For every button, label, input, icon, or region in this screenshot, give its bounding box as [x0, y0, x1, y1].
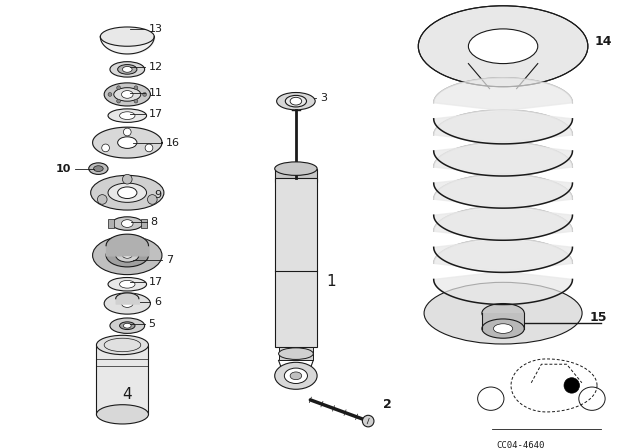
Ellipse shape [290, 97, 301, 105]
Ellipse shape [97, 405, 148, 424]
Polygon shape [434, 206, 572, 272]
Ellipse shape [108, 183, 147, 202]
Ellipse shape [100, 27, 154, 46]
Circle shape [147, 194, 157, 204]
Ellipse shape [124, 323, 131, 328]
Text: 3: 3 [320, 93, 327, 103]
Circle shape [143, 92, 147, 96]
Polygon shape [434, 238, 572, 305]
Circle shape [102, 144, 109, 152]
Text: 5: 5 [148, 319, 156, 329]
Bar [275, 168, 317, 182]
Text: 4: 4 [122, 387, 132, 401]
Circle shape [122, 174, 132, 184]
Polygon shape [434, 142, 572, 208]
Text: 8: 8 [150, 217, 157, 227]
Ellipse shape [118, 65, 137, 74]
Ellipse shape [285, 95, 307, 107]
Ellipse shape [284, 368, 307, 383]
Bar [108, 219, 114, 228]
Bar [275, 178, 317, 347]
Polygon shape [434, 174, 572, 240]
Ellipse shape [278, 348, 313, 359]
Ellipse shape [104, 83, 150, 106]
Circle shape [116, 99, 120, 103]
Ellipse shape [276, 92, 315, 110]
Text: 10: 10 [56, 164, 72, 174]
Ellipse shape [116, 249, 139, 262]
Text: 17: 17 [148, 277, 163, 287]
Circle shape [108, 92, 112, 96]
Ellipse shape [120, 112, 135, 120]
Text: 14: 14 [595, 35, 612, 48]
Text: 16: 16 [166, 138, 180, 147]
Text: 6: 6 [154, 297, 161, 306]
Ellipse shape [110, 318, 145, 333]
Ellipse shape [122, 253, 132, 258]
Ellipse shape [482, 304, 524, 323]
Ellipse shape [482, 319, 524, 338]
Bar [97, 345, 148, 414]
Circle shape [145, 144, 153, 152]
Ellipse shape [122, 220, 133, 228]
Ellipse shape [118, 137, 137, 148]
Ellipse shape [118, 187, 137, 198]
Polygon shape [93, 127, 162, 158]
Circle shape [134, 86, 138, 90]
Ellipse shape [104, 293, 150, 314]
Bar [482, 313, 524, 328]
Polygon shape [434, 78, 572, 144]
Ellipse shape [91, 175, 164, 210]
Ellipse shape [120, 322, 135, 330]
Bar [278, 347, 313, 360]
Circle shape [362, 415, 374, 427]
Text: 12: 12 [148, 62, 163, 73]
Circle shape [134, 99, 138, 103]
Text: 11: 11 [148, 87, 163, 98]
Ellipse shape [122, 66, 132, 72]
Ellipse shape [108, 277, 147, 291]
Circle shape [116, 86, 120, 90]
Circle shape [97, 194, 107, 204]
Ellipse shape [120, 280, 135, 288]
Text: 1: 1 [327, 274, 337, 289]
Text: 7: 7 [166, 255, 173, 265]
Text: CC04-4640: CC04-4640 [497, 441, 545, 448]
Ellipse shape [97, 335, 148, 355]
Circle shape [564, 378, 579, 393]
Ellipse shape [110, 62, 145, 77]
Ellipse shape [106, 244, 148, 267]
Text: 2: 2 [383, 398, 392, 411]
Text: 15: 15 [590, 311, 607, 324]
Ellipse shape [122, 300, 133, 307]
Ellipse shape [468, 29, 538, 64]
Polygon shape [434, 110, 572, 176]
Ellipse shape [112, 217, 143, 230]
Ellipse shape [290, 372, 301, 379]
Circle shape [124, 128, 131, 136]
Ellipse shape [93, 166, 103, 172]
Ellipse shape [122, 90, 133, 98]
Ellipse shape [275, 162, 317, 175]
Ellipse shape [93, 236, 162, 275]
Ellipse shape [493, 324, 513, 333]
Text: 13: 13 [148, 24, 163, 34]
Ellipse shape [108, 109, 147, 122]
Bar [141, 219, 147, 228]
Ellipse shape [275, 362, 317, 389]
Ellipse shape [114, 88, 141, 101]
Ellipse shape [89, 163, 108, 174]
Ellipse shape [419, 6, 588, 87]
Ellipse shape [424, 282, 582, 344]
Text: 9: 9 [154, 190, 161, 200]
Text: 17: 17 [148, 109, 163, 119]
